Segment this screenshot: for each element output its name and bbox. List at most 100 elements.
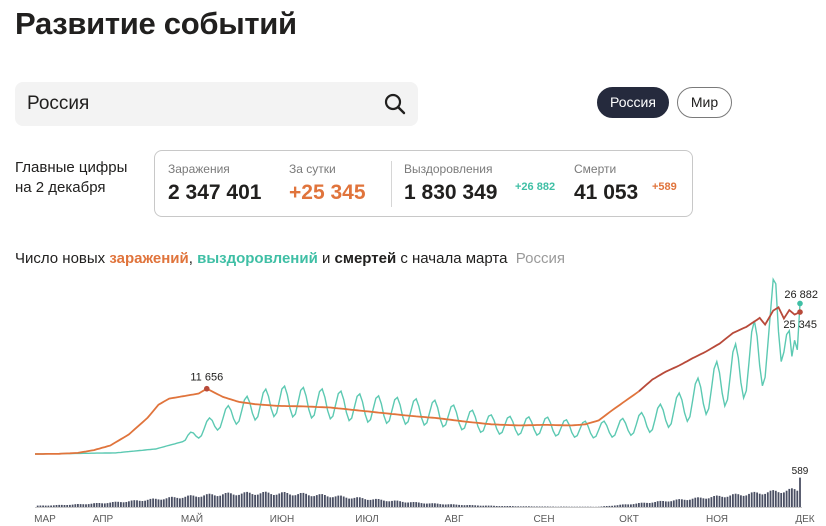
deaths-bar xyxy=(246,491,248,507)
deaths-bar xyxy=(173,497,176,507)
deaths-bar xyxy=(699,497,702,507)
search-input[interactable] xyxy=(27,82,377,126)
deaths-bar xyxy=(627,504,630,507)
deaths-bar xyxy=(138,500,141,507)
deaths-bar xyxy=(291,495,294,507)
deaths-bar xyxy=(412,502,415,507)
deaths-bar xyxy=(270,494,273,507)
series-recoveries-line xyxy=(35,277,801,455)
peak-marker xyxy=(203,385,210,392)
deaths-bar xyxy=(501,506,503,507)
deaths-bar xyxy=(621,504,624,507)
deaths-bar xyxy=(77,504,79,507)
deaths-bar xyxy=(369,499,372,507)
deaths-bar xyxy=(538,506,541,507)
deaths-bar xyxy=(474,505,477,507)
deaths-bar xyxy=(517,506,520,507)
deaths-bar xyxy=(686,500,689,507)
deaths-bar xyxy=(305,493,307,507)
deaths-bar xyxy=(632,504,635,507)
deaths-bar xyxy=(477,505,479,507)
deaths-bar xyxy=(63,505,66,507)
deaths-bar xyxy=(345,497,348,507)
deaths-bar xyxy=(640,502,643,507)
deaths-bar xyxy=(103,503,106,507)
deaths-bar xyxy=(60,504,63,507)
deaths-bar xyxy=(519,506,522,507)
deaths-bar xyxy=(750,492,753,507)
deaths-bar xyxy=(742,495,745,507)
stat-deaths-value: 41 053 xyxy=(574,181,639,204)
deaths-bar xyxy=(340,495,342,507)
deaths-bar xyxy=(401,501,404,507)
deaths-bar xyxy=(240,493,243,507)
deaths-bar xyxy=(793,489,796,507)
deaths-bar xyxy=(656,501,659,507)
deaths-bar xyxy=(364,499,367,507)
x-tick-label: ОКТ xyxy=(619,514,639,525)
deaths-bar xyxy=(761,494,764,507)
deaths-bar xyxy=(109,502,112,507)
deaths-bar xyxy=(399,501,401,507)
deaths-bar xyxy=(69,504,71,507)
deaths-bar xyxy=(176,497,179,507)
deaths-bar xyxy=(315,495,318,507)
deaths-bar xyxy=(600,506,603,507)
page-title: Развитие событий xyxy=(15,6,297,41)
deaths-bar xyxy=(431,503,434,507)
deaths-bar xyxy=(275,494,278,507)
deaths-bar xyxy=(125,502,128,507)
caption-recoveries: выздоровлений xyxy=(197,250,318,267)
deaths-bar xyxy=(326,496,329,507)
deaths-bar xyxy=(181,497,184,507)
caption-part: с начала марта xyxy=(396,250,508,267)
deaths-bar xyxy=(141,501,144,507)
caption-deaths: смертей xyxy=(334,250,397,267)
deaths-bar xyxy=(130,500,133,507)
deaths-bar xyxy=(235,495,238,507)
deaths-bar xyxy=(128,501,130,507)
stats-divider xyxy=(391,161,392,207)
deaths-bar xyxy=(624,504,627,507)
deaths-bar xyxy=(117,501,120,507)
stat-recoveries-value: 1 830 349 xyxy=(404,181,498,204)
deaths-bar xyxy=(318,494,321,507)
deaths-bar xyxy=(299,493,302,507)
recoveries-end-marker xyxy=(797,300,803,307)
deaths-bar xyxy=(710,497,713,507)
deaths-bar xyxy=(404,502,407,507)
toggle-russia[interactable]: Россия xyxy=(597,87,669,118)
deaths-bar xyxy=(219,495,222,507)
stat-recoveries-delta: +26 882 xyxy=(515,181,556,193)
deaths-bar xyxy=(753,491,756,507)
deaths-bar xyxy=(654,502,656,507)
x-tick-label: НОЯ xyxy=(706,514,728,525)
x-tick-label: МАЙ xyxy=(181,512,203,525)
deaths-bar xyxy=(264,491,267,507)
deaths-bar xyxy=(734,493,737,507)
deaths-bar xyxy=(605,506,608,507)
deaths-bar xyxy=(705,498,707,507)
deaths-bar xyxy=(254,494,256,507)
caption-part: Число новых xyxy=(15,250,110,267)
deaths-bar xyxy=(667,501,670,507)
deaths-bar xyxy=(541,506,544,507)
deaths-bar xyxy=(52,505,55,507)
deaths-bar xyxy=(385,501,388,507)
search-icon[interactable] xyxy=(384,93,406,115)
deaths-bar xyxy=(702,498,705,507)
deaths-bar xyxy=(224,493,227,507)
search-box[interactable] xyxy=(15,82,418,126)
deaths-bar xyxy=(324,495,326,507)
deaths-bar xyxy=(79,504,82,507)
x-tick-label: АПР xyxy=(93,514,114,525)
deaths-bar xyxy=(101,503,103,507)
deaths-bar xyxy=(278,493,281,507)
deaths-bar xyxy=(149,498,152,507)
deaths-bar xyxy=(114,501,117,507)
deaths-bar xyxy=(74,504,77,507)
deaths-bar xyxy=(777,492,780,507)
deaths-bar xyxy=(603,506,605,507)
toggle-world[interactable]: Мир xyxy=(677,87,732,118)
deaths-bar xyxy=(511,506,514,507)
